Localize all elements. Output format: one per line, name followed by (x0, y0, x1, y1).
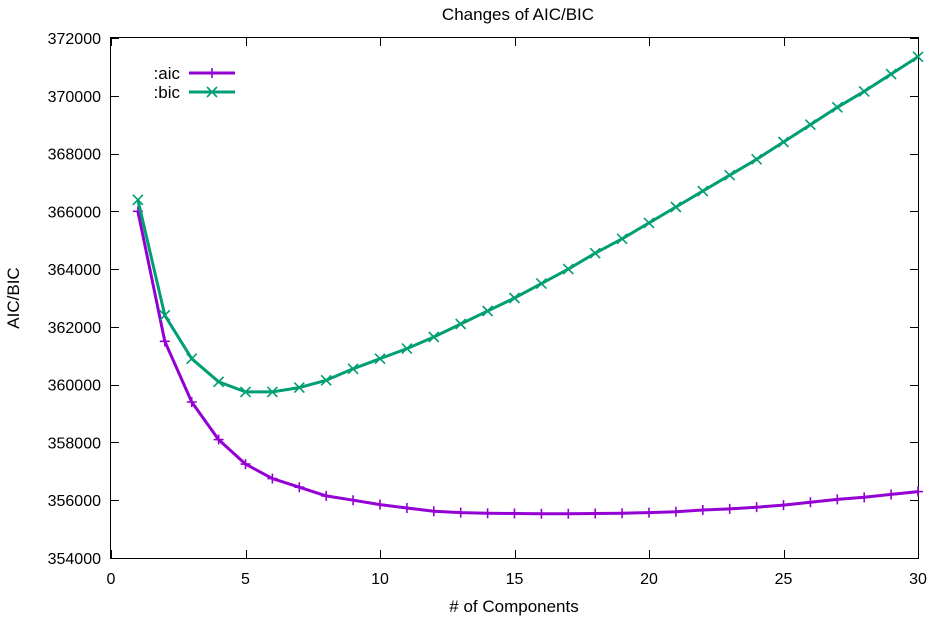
y-axis: 354000 356000 358000 360000 362000 364000 3660… (48, 31, 918, 568)
data-point-aic (428, 506, 439, 517)
data-point-bic (912, 51, 924, 63)
data-point-bic (239, 386, 252, 398)
data-point-aic (724, 503, 735, 514)
data-point-aic (159, 336, 170, 347)
y-tick-label: 358000 (48, 435, 101, 452)
data-point-aic (751, 502, 762, 513)
x-tick-label: 30 (909, 571, 927, 588)
data-point-aic (913, 486, 923, 497)
series-line-bic (136, 55, 919, 394)
data-point-bic (293, 381, 305, 394)
data-point-bic (132, 194, 144, 206)
data-point-aic (859, 492, 870, 503)
data-point-aic (617, 508, 628, 519)
data-point-aic (321, 490, 332, 501)
data-point-aic (240, 459, 251, 470)
y-axis-title: AIC/BIC (4, 267, 23, 328)
data-point-bic (885, 68, 897, 80)
data-point-aic (509, 508, 520, 519)
y-tick-label: 360000 (48, 378, 101, 395)
x-tick-label: 20 (640, 571, 658, 588)
data-point-bic (186, 353, 198, 365)
data-point-aic (213, 434, 224, 445)
data-point-aic (401, 503, 412, 514)
data-point-bic (589, 247, 601, 259)
x-axis: 0 5 10 15 20 25 30 (107, 38, 927, 588)
data-point-bic (266, 386, 278, 398)
data-point-aic (455, 507, 466, 518)
data-point-aic (644, 507, 654, 518)
data-point-bic (562, 263, 574, 275)
data-point-aic (536, 508, 547, 519)
data-point-aic (886, 489, 897, 500)
data-point-bic (535, 277, 547, 290)
data-point-aic (375, 499, 385, 510)
data-point-aic (778, 500, 789, 511)
data-point-bic (858, 85, 870, 98)
data-point-bic (374, 353, 386, 365)
y-tick-label: 364000 (48, 262, 101, 279)
legend-label-bic: :bic (154, 83, 181, 102)
legend: :aic:bic (154, 64, 235, 102)
x-tick-label: 25 (775, 571, 793, 588)
data-point-aic (186, 397, 197, 407)
data-point-bic (347, 363, 359, 375)
legend-label-aic: :aic (154, 64, 181, 83)
data-point-bic (616, 233, 628, 245)
series-layer (132, 51, 924, 519)
data-point-bic (670, 201, 682, 213)
data-point-aic (805, 497, 816, 508)
data-point-aic (267, 473, 278, 484)
series-line-aic (136, 210, 919, 516)
data-point-aic (482, 508, 493, 519)
plot-area-frame (110, 37, 919, 559)
x-tick-label: 5 (241, 571, 250, 588)
chart-title: Changes of AIC/BIC (442, 5, 594, 24)
data-point-bic (428, 331, 440, 343)
data-point-bic (455, 318, 467, 330)
x-axis-title: # of Components (449, 597, 578, 616)
y-tick-label: 354000 (48, 551, 101, 568)
data-point-bic (401, 342, 413, 355)
data-point-aic (294, 482, 305, 493)
y-tick-label: 370000 (48, 89, 101, 106)
data-point-aic (348, 495, 359, 506)
data-point-aic (832, 494, 843, 505)
data-point-bic (777, 136, 790, 148)
data-point-bic (643, 217, 655, 229)
data-point-bic (159, 309, 171, 321)
data-point-bic (213, 376, 225, 388)
x-tick-label: 10 (371, 571, 389, 588)
series-aic (132, 206, 923, 519)
y-tick-label: 372000 (48, 31, 101, 48)
data-point-bic (831, 101, 843, 113)
y-tick-label: 366000 (48, 204, 101, 221)
data-point-bic (751, 153, 763, 165)
data-point-bic (320, 374, 332, 386)
data-point-bic (804, 119, 816, 131)
data-point-bic (508, 292, 521, 304)
y-tick-label: 362000 (48, 320, 101, 337)
legend-marker-bic (206, 86, 218, 98)
y-tick-label: 368000 (48, 147, 101, 164)
data-point-aic (563, 508, 574, 519)
data-point-bic (697, 185, 709, 197)
data-point-aic (590, 508, 601, 519)
data-point-bic (482, 305, 494, 317)
data-point-aic (670, 506, 681, 517)
x-tick-label: 0 (107, 571, 116, 588)
series-bic (132, 51, 924, 398)
data-point-bic (724, 169, 736, 181)
x-tick-label: 15 (506, 571, 524, 588)
data-point-aic (697, 505, 708, 516)
legend-marker-aic (207, 68, 217, 78)
y-tick-label: 356000 (48, 493, 101, 510)
